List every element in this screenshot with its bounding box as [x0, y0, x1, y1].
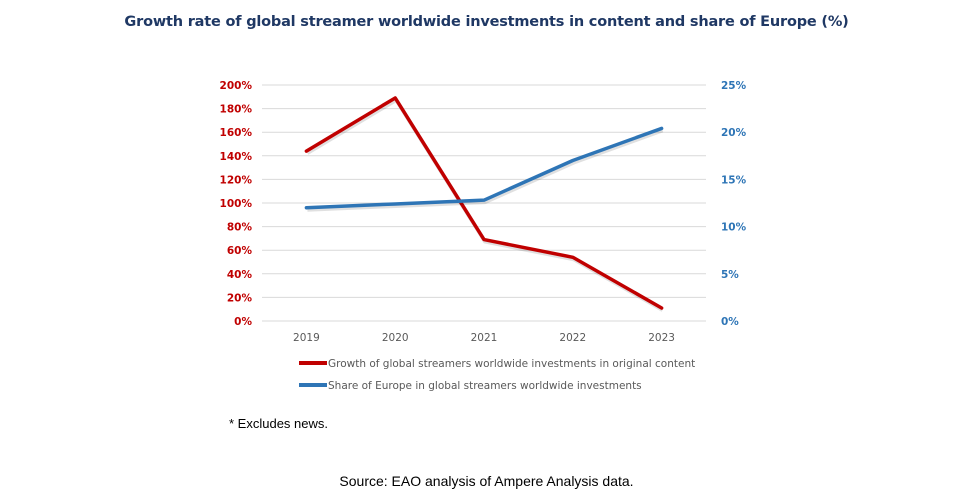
- source-note: Source: EAO analysis of Ampere Analysis …: [339, 473, 634, 489]
- series-line-europe-share: [304, 126, 664, 210]
- x-tick-label: 2019: [293, 332, 320, 344]
- left-tick-label: 120%: [220, 174, 253, 186]
- x-tick-label: 2023: [648, 332, 675, 344]
- left-tick-label: 60%: [227, 245, 253, 257]
- left-tick-label: 100%: [220, 198, 253, 210]
- right-tick-label: 25%: [721, 80, 747, 92]
- chart-title: Growth rate of global streamer worldwide…: [124, 14, 849, 30]
- legend-label: Share of Europe in global streamers worl…: [328, 380, 642, 392]
- footnote: * Excludes news.: [229, 416, 328, 431]
- right-tick-label: 5%: [721, 269, 739, 281]
- left-tick-label: 140%: [220, 151, 253, 163]
- right-tick-label: 20%: [721, 127, 747, 139]
- left-tick-label: 80%: [227, 222, 253, 234]
- legend: Growth of global streamers worldwide inv…: [299, 358, 695, 392]
- left-tick-label: 20%: [227, 292, 253, 304]
- right-tick-label: 15%: [721, 174, 747, 186]
- left-tick-label: 200%: [220, 80, 253, 92]
- left-tick-label: 180%: [220, 104, 253, 116]
- left-tick-label: 40%: [227, 269, 253, 281]
- x-axis: 2019 2020 2021 2022 2023: [293, 332, 675, 344]
- series-lines: [304, 96, 664, 312]
- left-y-axis: 0% 20% 40% 60% 80% 100% 120% 140% 160% 180% 200%: [220, 80, 253, 328]
- x-tick-label: 2022: [559, 332, 586, 344]
- legend-label: Growth of global streamers worldwide inv…: [328, 358, 695, 370]
- x-tick-label: 2021: [471, 332, 498, 344]
- series-shadow: [307, 128, 664, 212]
- right-tick-label: 10%: [721, 222, 747, 234]
- right-tick-label: 0%: [721, 316, 739, 328]
- x-tick-label: 2020: [382, 332, 409, 344]
- right-y-axis: 0% 5% 10% 15% 20% 25%: [721, 80, 747, 328]
- left-tick-label: 0%: [234, 316, 252, 328]
- left-tick-label: 160%: [220, 127, 253, 139]
